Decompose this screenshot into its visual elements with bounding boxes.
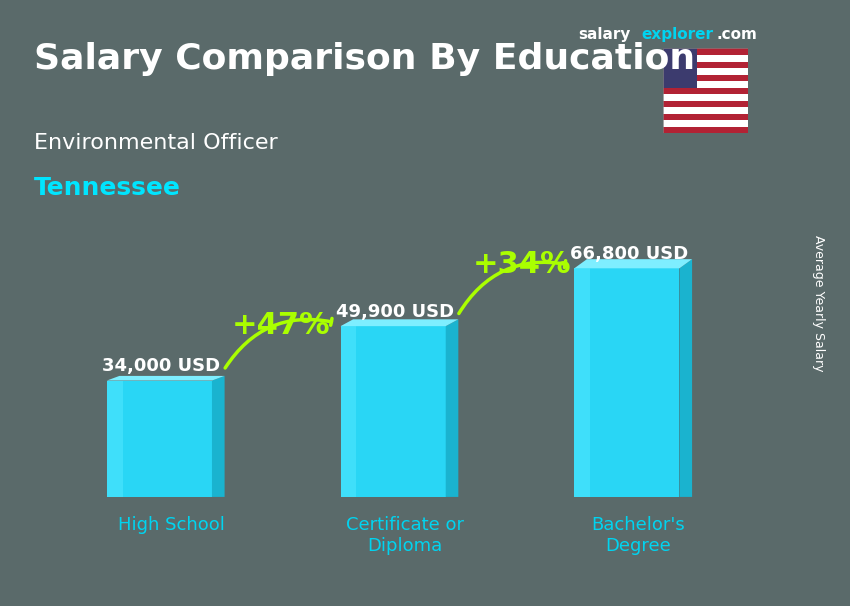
Text: salary: salary [578, 27, 631, 42]
Text: 49,900 USD: 49,900 USD [336, 303, 454, 321]
Text: +34%: +34% [473, 250, 571, 279]
Polygon shape [445, 319, 458, 497]
Bar [663, 94, 748, 101]
Text: .com: .com [717, 27, 757, 42]
Polygon shape [107, 381, 122, 497]
Text: +47%: +47% [231, 311, 331, 341]
Bar [663, 48, 748, 55]
Text: Environmental Officer: Environmental Officer [34, 133, 278, 153]
Text: 34,000 USD: 34,000 USD [102, 358, 220, 376]
Bar [663, 101, 748, 107]
Text: Tennessee: Tennessee [34, 176, 181, 200]
Bar [663, 120, 748, 127]
Bar [663, 114, 748, 120]
Polygon shape [341, 319, 458, 326]
Bar [663, 62, 748, 68]
Polygon shape [212, 376, 224, 497]
Polygon shape [679, 259, 692, 497]
Bar [663, 81, 748, 88]
Polygon shape [575, 268, 590, 497]
Text: Average Yearly Salary: Average Yearly Salary [812, 235, 824, 371]
Text: Certificate or
Diploma: Certificate or Diploma [346, 516, 464, 554]
Text: explorer: explorer [642, 27, 714, 42]
Text: Salary Comparison By Education: Salary Comparison By Education [34, 42, 695, 76]
Text: High School: High School [117, 516, 224, 534]
Text: 66,800 USD: 66,800 USD [570, 245, 688, 263]
Bar [663, 55, 748, 62]
Bar [663, 88, 748, 94]
Polygon shape [575, 259, 692, 268]
Polygon shape [341, 326, 445, 497]
Bar [663, 48, 697, 88]
Polygon shape [107, 376, 224, 381]
Polygon shape [341, 326, 356, 497]
Bar [663, 107, 748, 114]
Bar [663, 127, 748, 133]
Bar [663, 75, 748, 81]
Polygon shape [575, 268, 679, 497]
Bar [663, 68, 748, 75]
Polygon shape [107, 381, 212, 497]
Text: Bachelor's
Degree: Bachelor's Degree [592, 516, 685, 554]
